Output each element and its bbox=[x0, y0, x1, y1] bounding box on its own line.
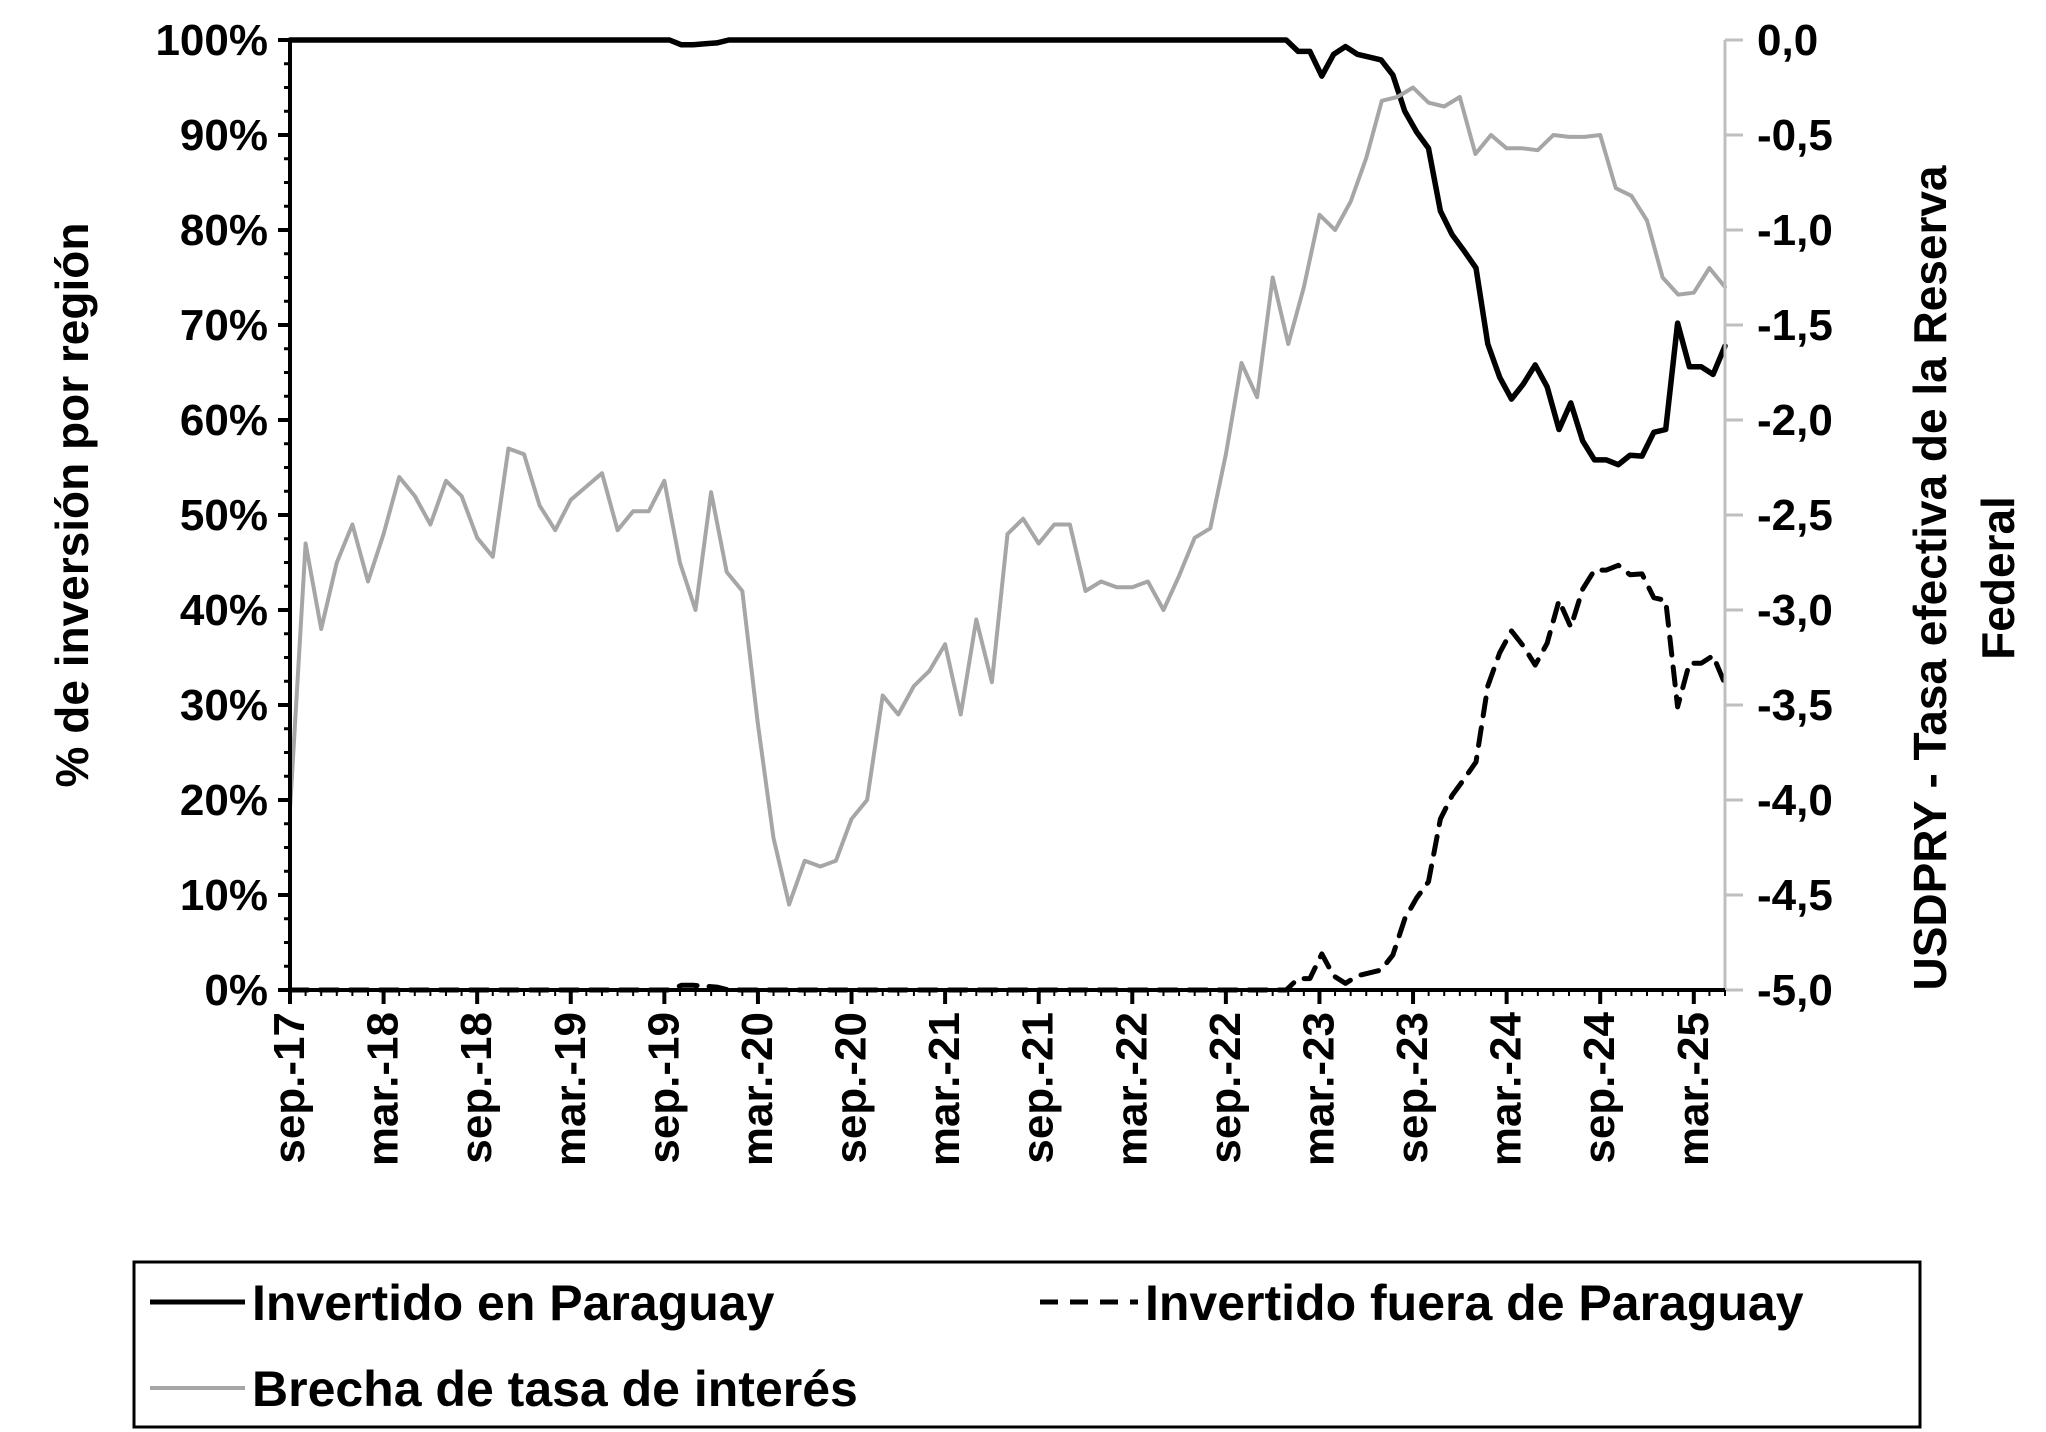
x-tick-label: mar.-24 bbox=[1482, 1011, 1531, 1166]
y-left-tick-label: 70% bbox=[180, 301, 268, 350]
legend-label-brecha-de-tasa: Brecha de tasa de interés bbox=[252, 1361, 858, 1417]
y-right-tick-label: -1,0 bbox=[1757, 206, 1833, 255]
x-tick-label: sep.-23 bbox=[1388, 1012, 1437, 1164]
y-left-axis-title: % de inversión por región bbox=[46, 223, 98, 788]
y-left-tick-label: 100% bbox=[155, 16, 268, 65]
x-tick-label: mar.-18 bbox=[359, 1012, 408, 1166]
x-tick-label: sep.-17 bbox=[265, 1012, 314, 1164]
x-tick-label: mar.-20 bbox=[733, 1012, 782, 1166]
x-tick-label: sep.-18 bbox=[452, 1012, 501, 1164]
legend: Invertido en Paraguay Invertido fuera de… bbox=[132, 1260, 1922, 1429]
y-right-tick-label: -2,5 bbox=[1757, 491, 1833, 540]
y-right-tick-label: 0,0 bbox=[1757, 16, 1818, 65]
y-right-axis-title-line2: Federal bbox=[1972, 496, 2024, 660]
y-right-tick-label: -2,0 bbox=[1757, 396, 1833, 445]
y-right-tick-label: -4,5 bbox=[1757, 871, 1833, 920]
x-tick-label: sep.-19 bbox=[639, 1012, 688, 1164]
x-tick-label: sep.-20 bbox=[827, 1012, 876, 1164]
x-tick-label: mar.-23 bbox=[1294, 1012, 1343, 1166]
y-right-tick-label: -4,0 bbox=[1757, 776, 1833, 825]
y-left-tick-label: 60% bbox=[180, 396, 268, 445]
x-tick-label: mar.-22 bbox=[1107, 1012, 1156, 1166]
legend-label-invertido-en-paraguay: Invertido en Paraguay bbox=[252, 1275, 775, 1331]
y-right-tick-label: -5,0 bbox=[1757, 966, 1833, 1015]
x-tick-label: mar.-19 bbox=[546, 1012, 595, 1166]
x-tick-label: mar.-25 bbox=[1669, 1012, 1718, 1166]
y-left-tick-label: 20% bbox=[180, 776, 268, 825]
y-left-tick-label: 90% bbox=[180, 111, 268, 160]
legend-label-invertido-fuera-de-paraguay: Invertido fuera de Paraguay bbox=[1145, 1275, 1804, 1331]
x-tick-label: sep.-21 bbox=[1014, 1012, 1063, 1164]
y-left-tick-label: 50% bbox=[180, 491, 268, 540]
y-right-axis-title-line1: USDPRY - Tasa efectiva de la Reserva bbox=[1904, 165, 1956, 990]
y-right-tick-label: -1,5 bbox=[1757, 301, 1833, 350]
y-left-tick-label: 40% bbox=[180, 586, 268, 635]
y-right-tick-label: -3,0 bbox=[1757, 586, 1833, 635]
y-left-tick-label: 80% bbox=[180, 206, 268, 255]
series-line-invertido-fuera-de-paraguay bbox=[287, 562, 1728, 993]
y-left-tick-label: 0% bbox=[204, 966, 268, 1015]
x-tick-label: mar.-21 bbox=[920, 1012, 969, 1166]
axes-layer: 0% 10% 20% 30% 40% 50% 60% 70% 80% 90% 100% 0,0 -0,5… bbox=[155, 16, 1832, 1166]
y-right-tick-label: -0,5 bbox=[1757, 111, 1833, 160]
x-tick-label: sep.-22 bbox=[1201, 1012, 1250, 1164]
x-tick-label: sep.-24 bbox=[1575, 1011, 1624, 1163]
y-left-tick-label: 10% bbox=[180, 871, 268, 920]
y-right-tick-label: -3,5 bbox=[1757, 681, 1833, 730]
series-line-brecha-de-tasa-de-inter-s bbox=[288, 85, 1727, 907]
series-layer bbox=[287, 37, 1728, 993]
legend-box bbox=[132, 1260, 1922, 1429]
y-left-tick-label: 30% bbox=[180, 681, 268, 730]
series-line-invertido-en-paraguay bbox=[287, 37, 1728, 468]
